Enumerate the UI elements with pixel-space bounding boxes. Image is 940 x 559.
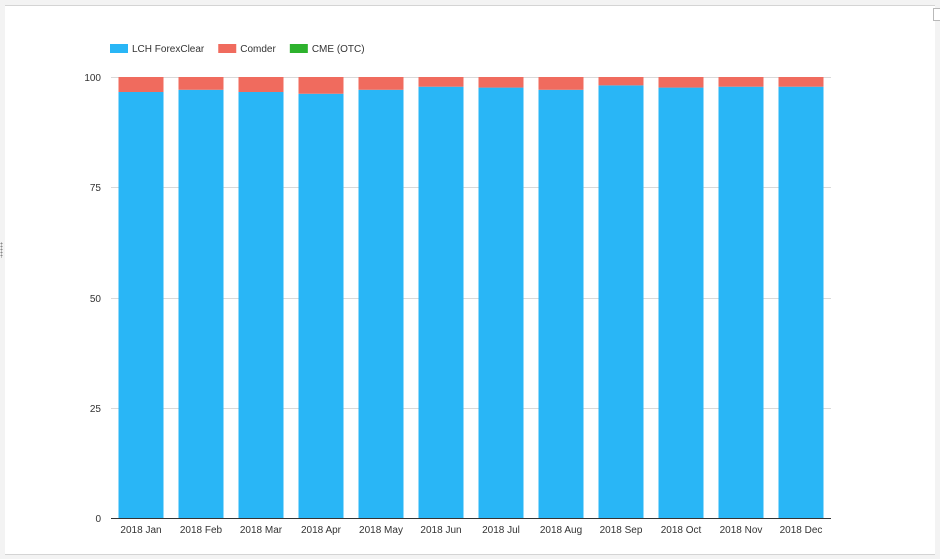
bar-segment[interactable] xyxy=(598,77,644,86)
bar-segment[interactable] xyxy=(598,85,644,518)
x-tick-label: 2018 Jan xyxy=(120,525,161,536)
bar-segment[interactable] xyxy=(538,89,584,518)
bar-segment[interactable] xyxy=(358,77,404,90)
bar-segment[interactable] xyxy=(658,87,704,518)
bar-segment[interactable] xyxy=(538,77,584,90)
bar-segment[interactable] xyxy=(178,77,224,90)
bar-segment[interactable] xyxy=(658,77,704,88)
y-tick-label: 0 xyxy=(95,514,101,525)
x-tick-label: 2018 Jul xyxy=(482,525,520,536)
bar-segment[interactable] xyxy=(778,86,824,518)
x-tick-label: 2018 May xyxy=(359,525,403,536)
bar-segment[interactable] xyxy=(478,77,524,88)
bar-segment[interactable] xyxy=(478,87,524,518)
bar-segment[interactable] xyxy=(238,91,284,519)
x-tick-label: 2018 Aug xyxy=(540,525,582,536)
legend: LCH ForexClear Comder CME (OTC) xyxy=(110,44,365,55)
x-tick-label: 2018 Apr xyxy=(301,525,342,536)
legend-swatch[interactable] xyxy=(218,44,237,53)
x-tick-label: 2018 Sep xyxy=(600,525,643,536)
bar-segment[interactable] xyxy=(418,77,464,87)
bar-segment[interactable] xyxy=(238,77,284,92)
legend-label[interactable]: LCH ForexClear xyxy=(132,44,205,55)
x-tick-label: 2018 Dec xyxy=(780,525,823,536)
bars xyxy=(118,77,824,519)
legend-swatch[interactable] xyxy=(289,44,308,53)
x-tick-label: 2018 Feb xyxy=(180,525,223,536)
legend-label[interactable]: CME (OTC) xyxy=(312,44,365,55)
y-tick-label: 100 xyxy=(84,73,101,84)
bar-segment[interactable] xyxy=(298,93,344,518)
bar-segment[interactable] xyxy=(178,89,224,518)
bar-segment[interactable] xyxy=(298,77,344,94)
bar-segment[interactable] xyxy=(118,77,164,92)
y-tick-label: 25 xyxy=(90,404,102,415)
legend-swatch[interactable] xyxy=(110,44,128,53)
bar-segment[interactable] xyxy=(778,77,824,87)
x-tick-label: 2018 Jun xyxy=(420,525,461,536)
bar-segment[interactable] xyxy=(718,86,764,518)
x-tick-label: 2018 Nov xyxy=(720,525,763,536)
grid-lines xyxy=(111,77,831,409)
x-tick-label: 2018 Oct xyxy=(661,525,702,536)
panel-handle-icon[interactable] xyxy=(933,8,940,21)
y-tick-label: 50 xyxy=(90,294,102,305)
bar-segment[interactable] xyxy=(418,86,464,518)
bar-segment[interactable] xyxy=(358,89,404,518)
legend-label[interactable]: Comder xyxy=(240,44,276,55)
x-tick-label: 2018 Mar xyxy=(240,525,283,536)
y-tick-label: 75 xyxy=(90,183,102,194)
resize-grip-icon[interactable] xyxy=(0,242,3,258)
axes: 0 25 50 75 100 2018 Jan 2018 Feb 2018 Mar 2018 A… xyxy=(84,73,831,536)
bar-segment[interactable] xyxy=(118,91,164,519)
bar-segment[interactable] xyxy=(718,77,764,87)
